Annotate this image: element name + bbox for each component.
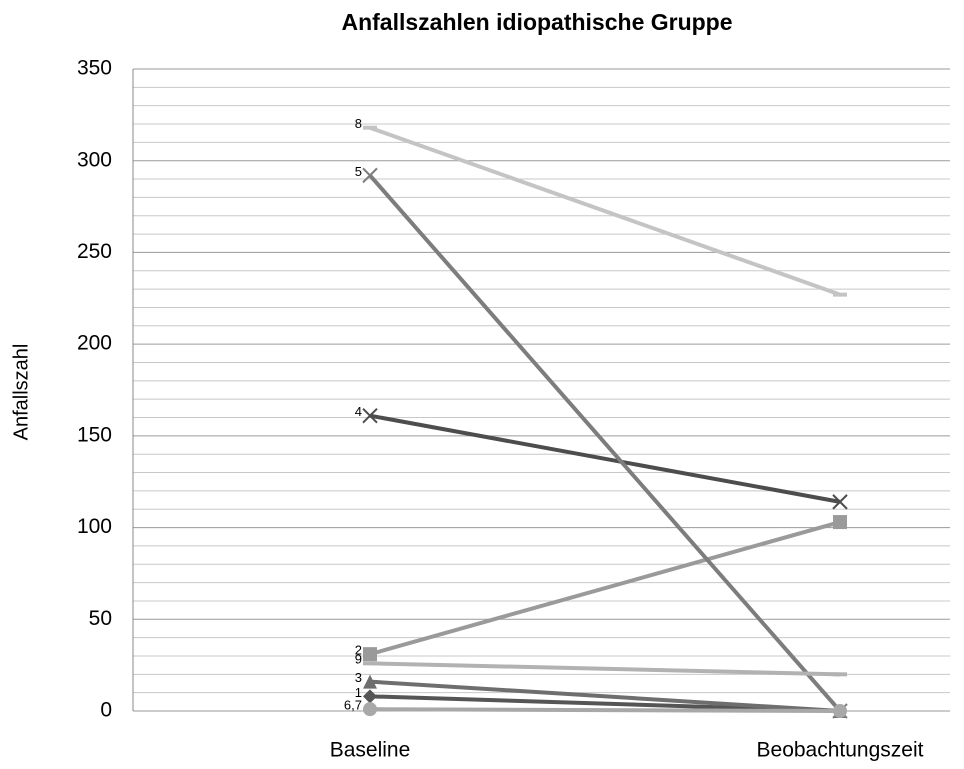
series-line: [369, 661, 841, 677]
series-line: [369, 520, 841, 657]
series-label: 8: [355, 116, 362, 131]
marker: [833, 515, 847, 530]
series-label: 3: [355, 670, 362, 685]
marker: [362, 167, 378, 184]
marker: [362, 407, 378, 424]
marker: [832, 494, 848, 510]
y-tick-label: 200: [77, 332, 112, 355]
marker: [363, 674, 377, 689]
series-line: [368, 174, 842, 713]
series-line: [369, 413, 841, 504]
series-label: 6,7: [344, 698, 362, 713]
y-tick-label: 50: [89, 607, 112, 630]
y-tick-label: 300: [77, 148, 112, 171]
y-tick-label: 350: [77, 57, 112, 80]
series-line: [369, 694, 841, 713]
y-axis-label: Anfallszahl: [10, 344, 32, 441]
marker: [363, 689, 377, 704]
series-line: [369, 679, 841, 713]
series-label: 9: [355, 652, 362, 667]
marker: [363, 647, 377, 662]
x-tick-label: Baseline: [330, 739, 411, 762]
series-line: [369, 125, 841, 297]
series-line: [369, 707, 841, 713]
x-tick-label: Beobachtungszeit: [757, 739, 924, 762]
series-label: 4: [355, 404, 362, 419]
chart-title: Anfallszahlen idiopathische Gruppe: [341, 9, 732, 35]
y-tick-label: 100: [77, 515, 112, 538]
series-label: 1: [355, 685, 362, 700]
y-tick-label: 150: [77, 423, 112, 446]
series-label: 5: [355, 164, 362, 179]
marker: [833, 704, 847, 718]
marker: [363, 702, 377, 717]
y-tick-label: 250: [77, 240, 112, 263]
y-tick-label: 0: [100, 699, 112, 722]
series-label: 2: [355, 643, 362, 658]
